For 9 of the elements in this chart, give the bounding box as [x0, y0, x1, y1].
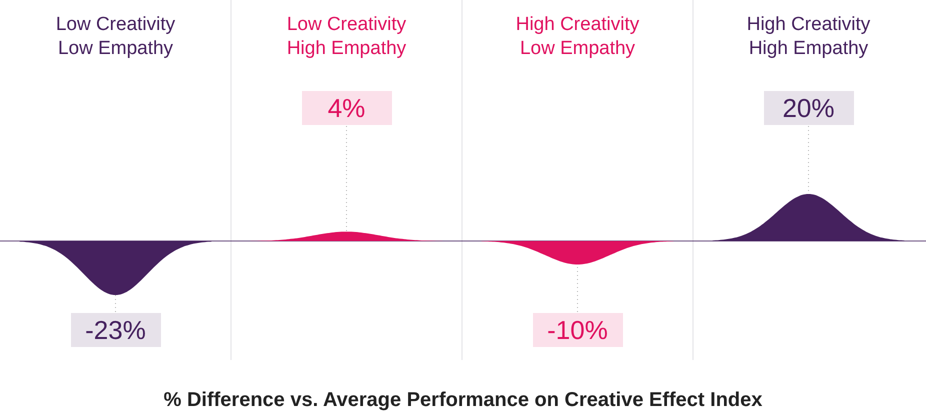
- x-tick-label: High Creativity High Empathy: [746, 14, 871, 59]
- x-tick-label: Low Creativity Low Empathy: [56, 14, 176, 59]
- data-label: -23%: [70, 313, 160, 347]
- data-label: -10%: [532, 313, 622, 347]
- data-label: 4%: [302, 91, 392, 125]
- x-axis-title: % Difference vs. Average Performance on Creative Effect Index: [164, 389, 762, 411]
- x-tick-label: High Creativity Low Empathy: [516, 14, 640, 59]
- data-label: 20%: [764, 91, 854, 125]
- x-tick-label: Low Creativity High Empathy: [286, 14, 407, 59]
